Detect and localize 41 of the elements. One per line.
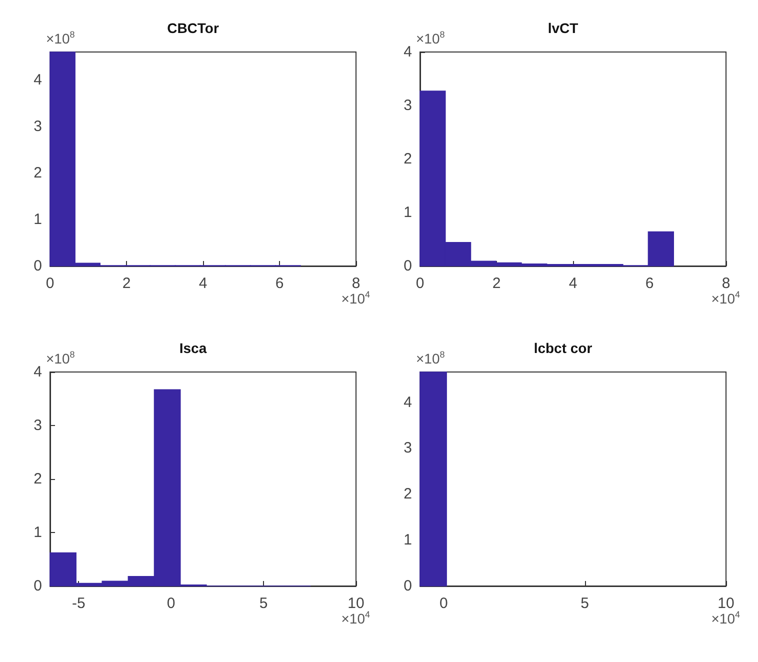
- x-tick-label: 8: [722, 275, 730, 292]
- y-tick-label: 2: [404, 150, 412, 168]
- y-tick-label: 0: [34, 578, 42, 594]
- y-tick-label: 2: [34, 470, 42, 488]
- y-tick-label: 0: [34, 258, 42, 274]
- y-tick-label: 1: [34, 524, 42, 541]
- y-tick-label: 1: [404, 532, 412, 549]
- x-tick-label: 0: [416, 275, 424, 292]
- x-tick-label: 8: [352, 275, 360, 292]
- x-tick-label: 4: [568, 275, 578, 292]
- y-tick-label: 3: [34, 118, 42, 135]
- chart-title: lvCT: [548, 20, 579, 36]
- y-tick-label: 4: [404, 394, 412, 411]
- y-tick-label: 4: [404, 44, 412, 60]
- x-tick-label: 0: [166, 595, 176, 612]
- x-tick-label: 4: [198, 275, 208, 292]
- x-tick-label: 2: [492, 275, 501, 292]
- x-tick-label: 0: [440, 595, 448, 612]
- x-tick-label: 0: [46, 275, 54, 292]
- x-tick-label: 6: [645, 275, 654, 292]
- x-tick-label: -5: [72, 595, 86, 612]
- y-tick-label: 2: [404, 486, 412, 503]
- y-tick-label: 0: [404, 258, 412, 274]
- chart-title: lcbct cor: [534, 340, 593, 356]
- y-tick-label: 0: [404, 578, 412, 594]
- x-tick-label: 6: [275, 275, 284, 292]
- y-tick-label: 4: [34, 71, 42, 88]
- y-tick-label: 3: [404, 440, 412, 457]
- y-tick-label: 3: [34, 417, 42, 434]
- y-tick-label: 3: [404, 97, 412, 114]
- x-tick-label: 5: [259, 595, 268, 612]
- y-tick-label: 2: [34, 164, 42, 182]
- y-tick-label: 1: [34, 210, 42, 228]
- x-tick-label: 2: [122, 275, 131, 292]
- x-tick-label: 10: [718, 595, 734, 612]
- chart-title: Isca: [179, 340, 207, 356]
- y-tick-label: 1: [404, 204, 412, 221]
- chart-title: CBCTor: [167, 20, 220, 36]
- x-tick-label: 5: [580, 595, 590, 612]
- y-tick-label: 4: [34, 364, 42, 380]
- x-tick-label: 10: [348, 595, 364, 612]
